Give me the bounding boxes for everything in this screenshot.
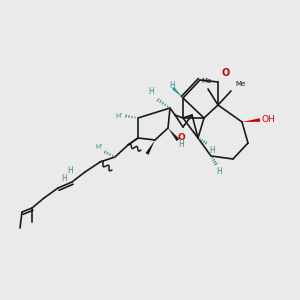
Text: Me: Me — [235, 81, 245, 87]
Text: H: H — [67, 166, 73, 175]
Text: H': H' — [96, 144, 103, 150]
Text: H: H — [61, 174, 67, 183]
Text: H: H — [148, 87, 154, 96]
Text: O: O — [177, 133, 185, 142]
Text: H: H — [216, 167, 222, 176]
Polygon shape — [242, 118, 260, 122]
Text: H: H — [209, 146, 215, 155]
Text: H: H — [178, 140, 184, 149]
Polygon shape — [168, 128, 179, 141]
Polygon shape — [172, 87, 183, 98]
Text: H: H — [169, 81, 175, 90]
Text: H': H' — [116, 113, 123, 119]
Text: OH: OH — [262, 116, 276, 124]
Text: Me: Me — [201, 78, 211, 84]
Polygon shape — [146, 140, 155, 155]
Text: O: O — [221, 68, 229, 78]
